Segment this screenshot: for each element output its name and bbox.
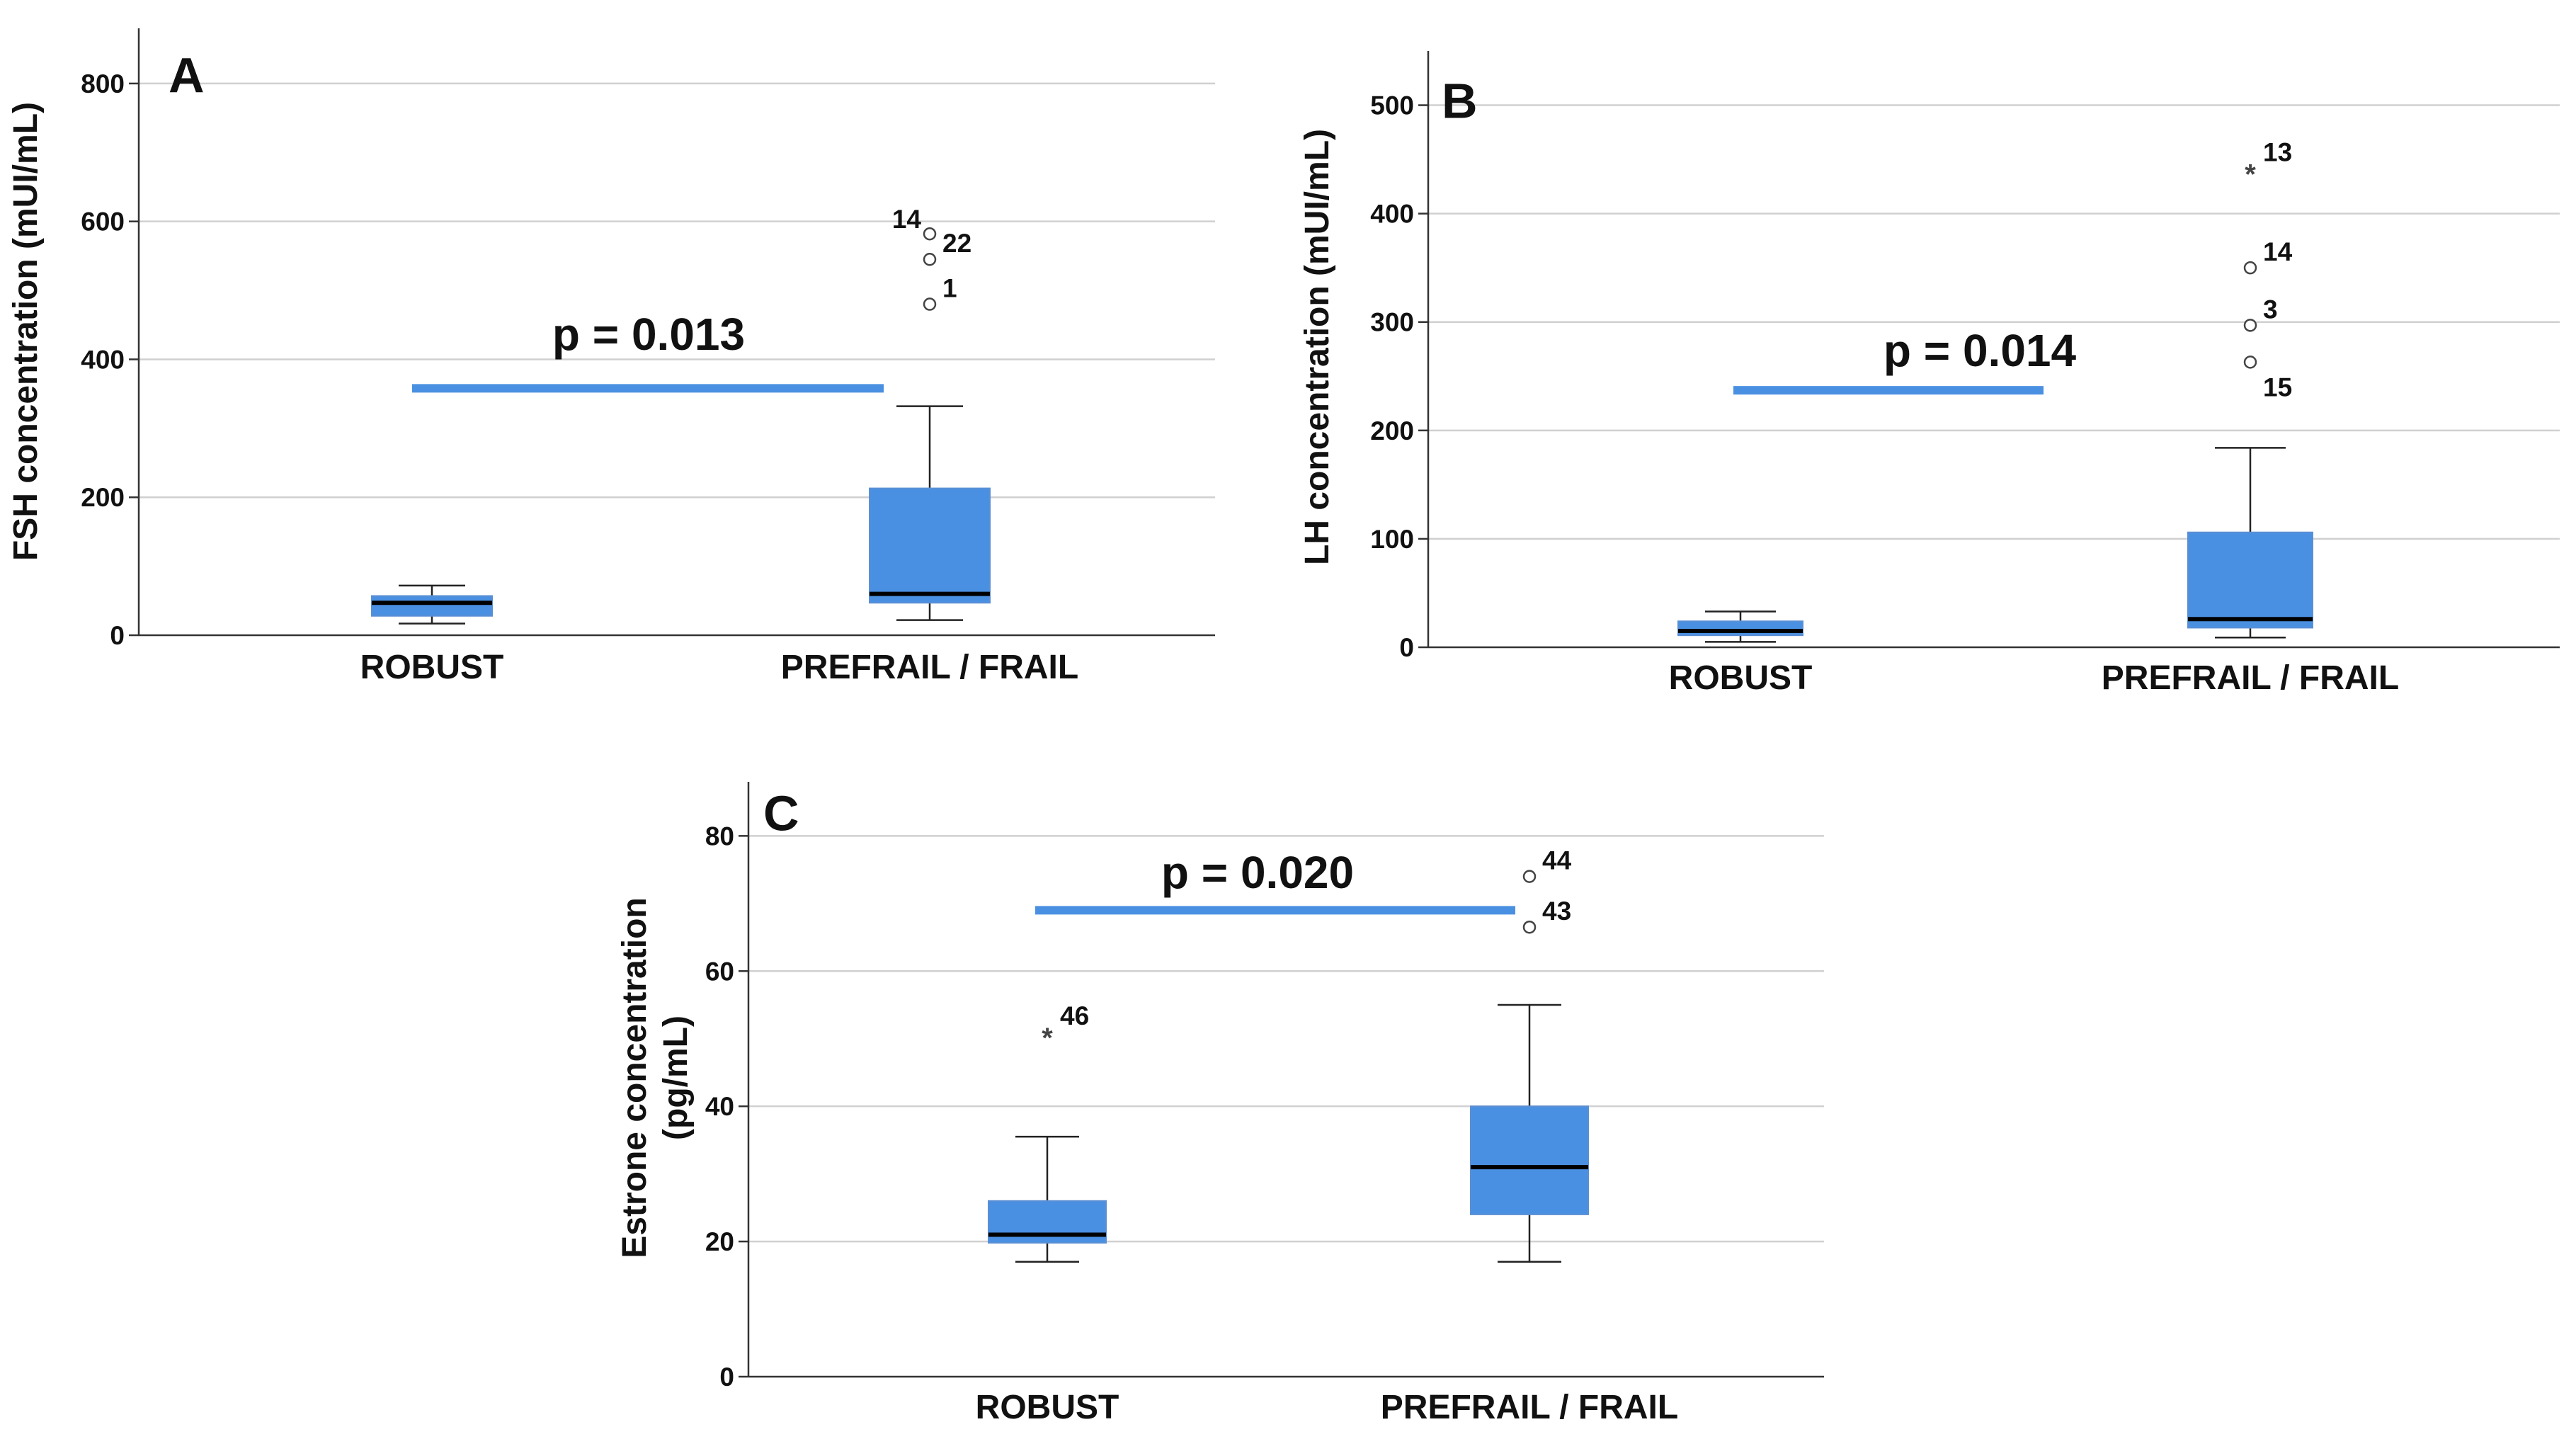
box-robust: *46 xyxy=(988,1001,1107,1263)
p-value-label: p = 0.013 xyxy=(552,309,745,360)
box-iqr xyxy=(371,595,493,617)
p-value-label: p = 0.020 xyxy=(1161,847,1354,898)
outlier-label: 14 xyxy=(892,205,922,234)
outlier-marker xyxy=(2243,356,2257,369)
y-tick-label: 800 xyxy=(81,69,125,98)
box-iqr xyxy=(1470,1105,1589,1215)
x-category-label: ROBUST xyxy=(1669,659,1813,697)
outlier-label: 15 xyxy=(2263,372,2292,402)
outlier-marker xyxy=(2243,261,2257,275)
box-prefrail-frail: *13 14 3 15 xyxy=(2187,137,2313,639)
y-tick-label: 400 xyxy=(1370,200,1414,229)
p-value-label: p = 0.014 xyxy=(1883,325,2077,376)
outlier-label: 3 xyxy=(2263,295,2278,324)
y-tick-label: 0 xyxy=(719,1363,734,1392)
box-iqr xyxy=(2187,531,2313,629)
outlier-marker xyxy=(2243,319,2257,332)
outlier-label: 43 xyxy=(1542,897,1571,926)
outlier-label: 1 xyxy=(942,274,957,303)
outlier-label: 14 xyxy=(2263,237,2293,266)
outlier-marker xyxy=(923,297,937,311)
outlier-marker xyxy=(1522,870,1537,883)
outlier-label: 44 xyxy=(1542,846,1572,875)
x-category-label: PREFRAIL / FRAIL xyxy=(2102,659,2399,697)
outlier-marker xyxy=(923,227,937,241)
box-iqr xyxy=(869,487,991,604)
panel-letter: C xyxy=(763,785,799,841)
y-tick-label: 200 xyxy=(81,483,125,512)
box-robust xyxy=(1677,610,1803,643)
y-tick-label: 500 xyxy=(1370,91,1414,120)
y-tick-label: 80 xyxy=(705,821,734,851)
outlier-marker xyxy=(1522,920,1537,934)
box-iqr xyxy=(1677,620,1803,637)
outlier-marker: * xyxy=(1042,1023,1053,1054)
y-tick-label: 600 xyxy=(81,207,125,237)
y-tick-label: 0 xyxy=(110,621,125,650)
y-tick-label: 200 xyxy=(1370,416,1414,445)
y-tick-label: 0 xyxy=(1399,633,1414,662)
y-axis-title: LH concentration (mUI/mL) xyxy=(1299,129,1336,565)
y-tick-label: 300 xyxy=(1370,308,1414,337)
chart-panel-b: 0 100 200 300 400 500 B LH concentration (mUI/m… xyxy=(1299,51,2560,697)
y-axis-title: Estrone concentration (pg/mL) xyxy=(616,897,695,1258)
outlier-marker: * xyxy=(2245,159,2256,190)
outlier-label: 22 xyxy=(942,229,971,258)
box-robust xyxy=(371,584,493,625)
y-axis-title-line: (pg/mL) xyxy=(657,1016,695,1140)
y-axis-title-line: Estrone concentration xyxy=(616,897,654,1258)
panel-letter: A xyxy=(169,47,205,103)
y-tick-label: 400 xyxy=(81,345,125,374)
y-tick-label: 40 xyxy=(705,1092,734,1121)
outlier-marker xyxy=(923,252,937,266)
x-category-label: ROBUST xyxy=(360,649,504,686)
panel-letter: B xyxy=(1442,73,1478,128)
box-prefrail-frail: 44 43 xyxy=(1470,846,1589,1263)
x-category-label: PREFRAIL / FRAIL xyxy=(1381,1389,1678,1426)
x-category-label: PREFRAIL / FRAIL xyxy=(781,649,1078,686)
outlier-label: 13 xyxy=(2263,137,2292,166)
outlier-label: 46 xyxy=(1060,1001,1089,1030)
y-tick-label: 100 xyxy=(1370,525,1414,554)
x-category-label: ROBUST xyxy=(976,1389,1119,1426)
chart-panel-a: 0 200 400 600 800 A FSH concentration (mUI/mL)… xyxy=(7,28,1215,686)
box-prefrail-frail: 14 22 1 xyxy=(869,205,991,621)
y-tick-label: 20 xyxy=(705,1227,734,1256)
y-axis-title: FSH concentration (mUI/mL) xyxy=(7,102,45,561)
y-tick-label: 60 xyxy=(705,957,734,986)
